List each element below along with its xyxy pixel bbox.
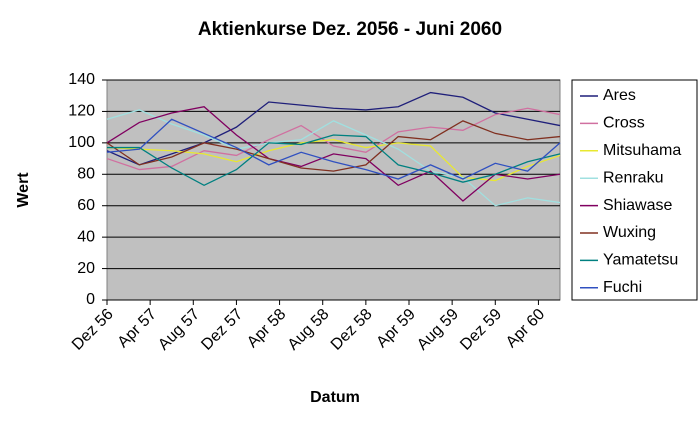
legend-label: Mitsuhama — [603, 142, 681, 159]
x-tick-label: Apr 58 — [244, 306, 289, 351]
legend-label: Yamatetsu — [603, 252, 678, 269]
legend-label: Shiawase — [603, 197, 672, 214]
x-axis-label: Datum — [310, 389, 360, 406]
chart-title: Aktienkurse Dez. 2056 - Juni 2060 — [198, 19, 502, 40]
x-tick-label: Aug 59 — [414, 306, 462, 354]
y-axis-label: Wert — [15, 172, 32, 208]
x-tick-label: Dez 57 — [198, 306, 246, 354]
series-line — [106, 107, 561, 171]
y-tick-label: 40 — [77, 228, 95, 245]
legend-label: Cross — [603, 115, 645, 132]
legend-label: Wuxing — [603, 224, 656, 241]
y-tick-label: 60 — [77, 197, 95, 214]
legend-label: Ares — [603, 87, 636, 104]
x-tick-label: Apr 60 — [503, 306, 548, 351]
x-tick-label: Dez 58 — [328, 306, 376, 354]
x-tick-label: Dez 56 — [69, 306, 117, 354]
y-tick-label: 120 — [68, 103, 95, 120]
x-tick-label: Apr 59 — [373, 306, 418, 351]
x-tick-label: Aug 58 — [285, 306, 333, 354]
series-line — [106, 91, 561, 166]
y-tick-label: 80 — [77, 166, 95, 183]
y-tick-label: 20 — [77, 260, 95, 277]
x-tick-label: Dez 59 — [457, 306, 505, 354]
legend — [571, 79, 698, 301]
y-tick-label: 100 — [68, 134, 95, 151]
series-line — [106, 120, 561, 172]
series-line — [107, 134, 561, 187]
x-tick-label: Aug 57 — [155, 306, 203, 354]
series-line — [106, 109, 561, 207]
legend-label: Renraku — [603, 169, 663, 186]
plot-area — [106, 79, 561, 301]
y-tick-label: 140 — [68, 71, 95, 88]
x-tick-label: Apr 57 — [115, 306, 160, 351]
series-line — [106, 118, 561, 180]
legend-label: Fuchi — [603, 279, 642, 296]
series-line — [106, 106, 561, 202]
y-tick-label: 0 — [86, 291, 95, 308]
